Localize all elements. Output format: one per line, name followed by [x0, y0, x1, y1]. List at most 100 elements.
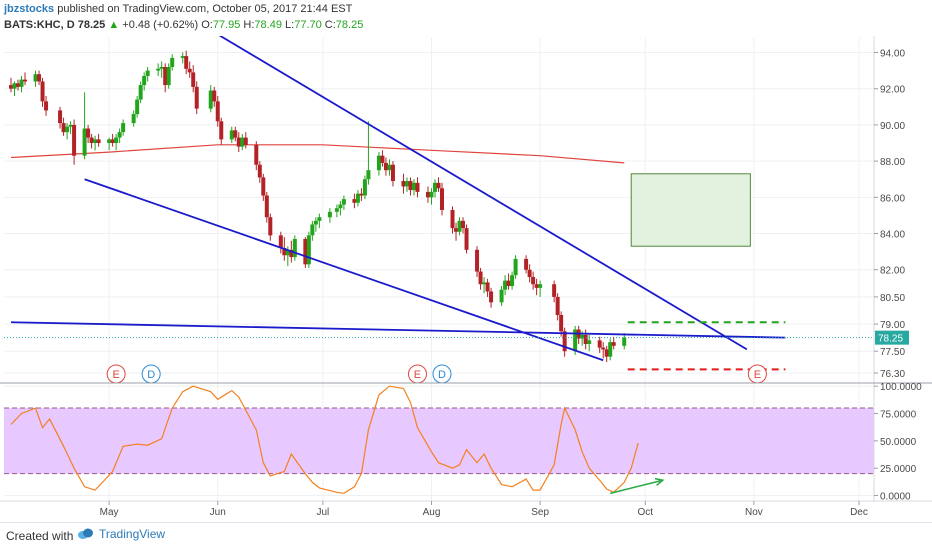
trendline[interactable] — [10, 321, 786, 339]
trendline[interactable] — [218, 36, 748, 351]
candle[interactable] — [401, 173, 406, 194]
candle[interactable] — [37, 70, 42, 86]
author-link[interactable]: jbzstocks — [4, 3, 55, 15]
candle[interactable] — [135, 95, 140, 118]
candle[interactable] — [461, 217, 466, 234]
candle[interactable] — [240, 133, 245, 151]
candle[interactable] — [208, 85, 213, 113]
candle[interactable] — [107, 137, 112, 151]
chart-area[interactable]: E D E D E 94.00 92.00 90.00 88.00 86.00 84.00 82.0… — [0, 36, 932, 522]
projection-box[interactable] — [630, 173, 751, 247]
earnings-marker[interactable]: E — [106, 364, 126, 384]
candle[interactable] — [383, 157, 388, 176]
candle[interactable] — [156, 63, 161, 77]
candle[interactable] — [261, 173, 266, 201]
candle[interactable] — [138, 81, 143, 104]
candle[interactable] — [429, 188, 434, 205]
candle[interactable] — [16, 79, 21, 91]
candle[interactable] — [408, 177, 413, 196]
candle[interactable] — [608, 338, 613, 361]
candle[interactable] — [313, 217, 318, 232]
candle[interactable] — [513, 255, 518, 279]
earnings-marker[interactable]: E — [747, 364, 767, 384]
candle[interactable] — [341, 195, 346, 210]
candle[interactable] — [482, 276, 487, 294]
earnings-marker[interactable]: E — [407, 364, 427, 384]
rsi-arrow-line[interactable] — [610, 479, 663, 495]
candle[interactable] — [187, 61, 192, 78]
candle[interactable] — [23, 72, 28, 86]
candle[interactable] — [475, 246, 480, 277]
candle[interactable] — [268, 213, 273, 241]
candle[interactable] — [264, 191, 269, 223]
candle[interactable] — [145, 66, 150, 82]
candle[interactable] — [86, 124, 91, 144]
candle[interactable] — [404, 177, 409, 192]
candle[interactable] — [170, 54, 175, 71]
candle[interactable] — [352, 193, 357, 209]
candle[interactable] — [362, 175, 367, 200]
candle[interactable] — [278, 231, 283, 254]
candle[interactable] — [433, 179, 437, 198]
candle[interactable] — [450, 206, 455, 234]
candle[interactable] — [310, 220, 315, 241]
candle[interactable] — [166, 63, 171, 89]
candle[interactable] — [212, 86, 217, 107]
candle[interactable] — [82, 92, 87, 160]
candle[interactable] — [233, 126, 238, 142]
candle[interactable] — [163, 63, 168, 93]
candle[interactable] — [366, 121, 371, 185]
candle[interactable] — [254, 141, 259, 171]
candle[interactable] — [506, 273, 511, 290]
candle[interactable] — [180, 52, 185, 64]
candle[interactable] — [464, 224, 469, 254]
candle[interactable] — [355, 190, 360, 207]
trendline[interactable] — [84, 178, 604, 362]
candle[interactable] — [159, 61, 164, 78]
candle[interactable] — [303, 237, 308, 268]
candle[interactable] — [93, 135, 98, 151]
candle[interactable] — [552, 280, 557, 303]
candle[interactable] — [44, 95, 49, 116]
candle[interactable] — [121, 119, 126, 136]
candle[interactable] — [387, 159, 392, 176]
candle[interactable] — [334, 204, 339, 218]
candle[interactable] — [499, 286, 504, 306]
candle[interactable] — [317, 213, 322, 229]
candle[interactable] — [534, 278, 539, 296]
rsi-line[interactable] — [10, 385, 639, 494]
candle[interactable] — [219, 117, 224, 145]
candle[interactable] — [376, 152, 381, 176]
candle[interactable] — [236, 132, 241, 153]
dividend-marker[interactable]: D — [432, 364, 452, 384]
candle[interactable] — [110, 133, 115, 147]
candle[interactable] — [12, 81, 17, 96]
candle[interactable] — [131, 110, 136, 127]
candle[interactable] — [478, 267, 483, 290]
candle[interactable] — [229, 126, 234, 144]
candle[interactable] — [68, 121, 73, 134]
candle[interactable] — [72, 119, 77, 165]
candle[interactable] — [58, 106, 63, 129]
candle[interactable] — [611, 336, 616, 350]
candle[interactable] — [327, 208, 332, 223]
candle[interactable] — [142, 72, 147, 91]
candle[interactable] — [436, 177, 441, 192]
candle[interactable] — [411, 179, 416, 196]
candle[interactable] — [415, 177, 420, 198]
candle[interactable] — [531, 271, 536, 290]
tradingview-link[interactable]: TradingView — [77, 527, 165, 541]
rsi-pane[interactable] — [4, 385, 874, 495]
candle[interactable] — [257, 161, 262, 183]
candle[interactable] — [292, 235, 297, 261]
candle[interactable] — [597, 336, 602, 354]
candle[interactable] — [117, 128, 122, 144]
candle[interactable] — [454, 222, 459, 241]
candle[interactable] — [527, 264, 532, 283]
candle[interactable] — [510, 271, 515, 290]
candle[interactable] — [555, 293, 560, 321]
candle[interactable] — [390, 161, 395, 187]
candle[interactable] — [40, 77, 45, 107]
candle[interactable] — [601, 342, 606, 359]
